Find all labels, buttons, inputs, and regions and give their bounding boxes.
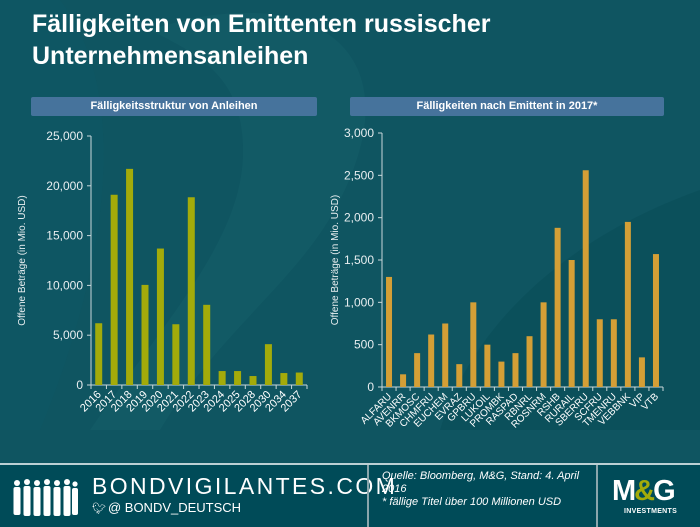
mg-investments-logo: M&G INVESTMENTS (612, 475, 688, 519)
right-bar (638, 357, 645, 387)
right-bar (498, 361, 505, 387)
logo-g: G (653, 475, 676, 507)
right-y-axis-label: Offene Beträge (in Mio. USD) (330, 195, 341, 325)
right-bar (456, 364, 463, 387)
brand-name[interactable]: BONDVIGILANTES.COM (92, 473, 398, 499)
right-bar (470, 302, 477, 387)
right-bar (400, 374, 407, 387)
right-x-tick-label: VTB (640, 391, 662, 413)
right-bar (414, 353, 421, 387)
left-bar (126, 168, 134, 385)
left-y-tick-label: 20,000 (46, 179, 83, 193)
right-bar (554, 227, 561, 387)
issuer-maturities-chart: 0 500 1,000 1,500 2,000 2,500 3,000 Offene Betr… (330, 126, 664, 431)
page-title: Fälligkeiten von Emittenten russischer U… (32, 10, 491, 70)
right-bar (652, 254, 659, 387)
left-y-axis-label: Offene Beträge (in Mio. USD) (17, 195, 28, 325)
left-bar (203, 304, 211, 385)
logo-subtitle: INVESTMENTS (624, 508, 678, 515)
right-bar (484, 344, 491, 387)
left-bar (172, 324, 180, 385)
right-bar (596, 319, 603, 387)
left-bar (156, 248, 164, 385)
footer-divider (596, 465, 598, 527)
twitter-bird-icon: 🐦︎ (92, 503, 106, 515)
left-y-tick-label: 25,000 (46, 129, 83, 143)
right-bar (512, 353, 519, 387)
logo-ampersand: & (634, 475, 655, 507)
left-bar (187, 197, 195, 385)
left-bar (249, 376, 257, 385)
left-bar (295, 372, 303, 385)
right-bar (610, 319, 617, 387)
right-bar (582, 170, 589, 387)
left-bar (110, 194, 118, 385)
footnote-line: * fällige Titel über 100 Millionen USD (382, 496, 562, 508)
maturity-structure-chart: 0 5,000 10,000 15,000 20,000 25,000 Offene Bet… (17, 129, 308, 414)
twitter-handle-text: @ BONDV_DEUTSCH (107, 500, 242, 515)
right-y-tick-label: 0 (367, 380, 374, 394)
right-chart-header: Fälligkeiten nach Emittent in 2017* (350, 97, 664, 116)
right-y-tick-label: 1,500 (344, 253, 374, 267)
footer: BONDVIGILANTES.COM 🐦︎ @ BONDV_DEUTSCH Que… (0, 463, 700, 527)
logo-mark: M&G (612, 475, 676, 508)
right-y-tick-label: 500 (354, 338, 374, 352)
right-bar (624, 221, 631, 387)
footer-divider (367, 465, 369, 527)
left-bar (218, 371, 226, 385)
left-y-tick-label: 5,000 (53, 328, 83, 342)
left-bar (141, 284, 149, 385)
left-y-tick-label: 15,000 (46, 229, 83, 243)
source-line: Quelle: Bloomberg, M&G, Stand: 4. April … (382, 470, 580, 495)
right-bar (442, 323, 449, 387)
left-y-tick-label: 10,000 (46, 278, 83, 292)
right-y-tick-label: 2,000 (344, 211, 374, 225)
right-y-tick-label: 2,500 (344, 168, 374, 182)
left-bar (280, 373, 288, 385)
right-y-tick-label: 1,000 (344, 295, 374, 309)
twitter-handle[interactable]: 🐦︎ @ BONDV_DEUTSCH (92, 500, 241, 515)
right-y-tick-label: 3,000 (344, 126, 374, 140)
people-silhouette-icon (13, 479, 78, 516)
left-bar (95, 323, 103, 385)
logo-m: M (612, 475, 636, 507)
left-bar (234, 371, 242, 385)
right-bar (428, 334, 435, 387)
left-bar (264, 344, 272, 385)
right-bar (386, 276, 393, 387)
left-chart-header: Fälligkeitsstruktur von Anleihen (31, 97, 317, 116)
right-bar (568, 260, 575, 387)
right-bar (526, 336, 533, 387)
left-y-tick-label: 0 (76, 378, 83, 392)
right-bar (540, 302, 547, 387)
source-note: Quelle: Bloomberg, M&G, Stand: 4. April … (382, 470, 592, 509)
